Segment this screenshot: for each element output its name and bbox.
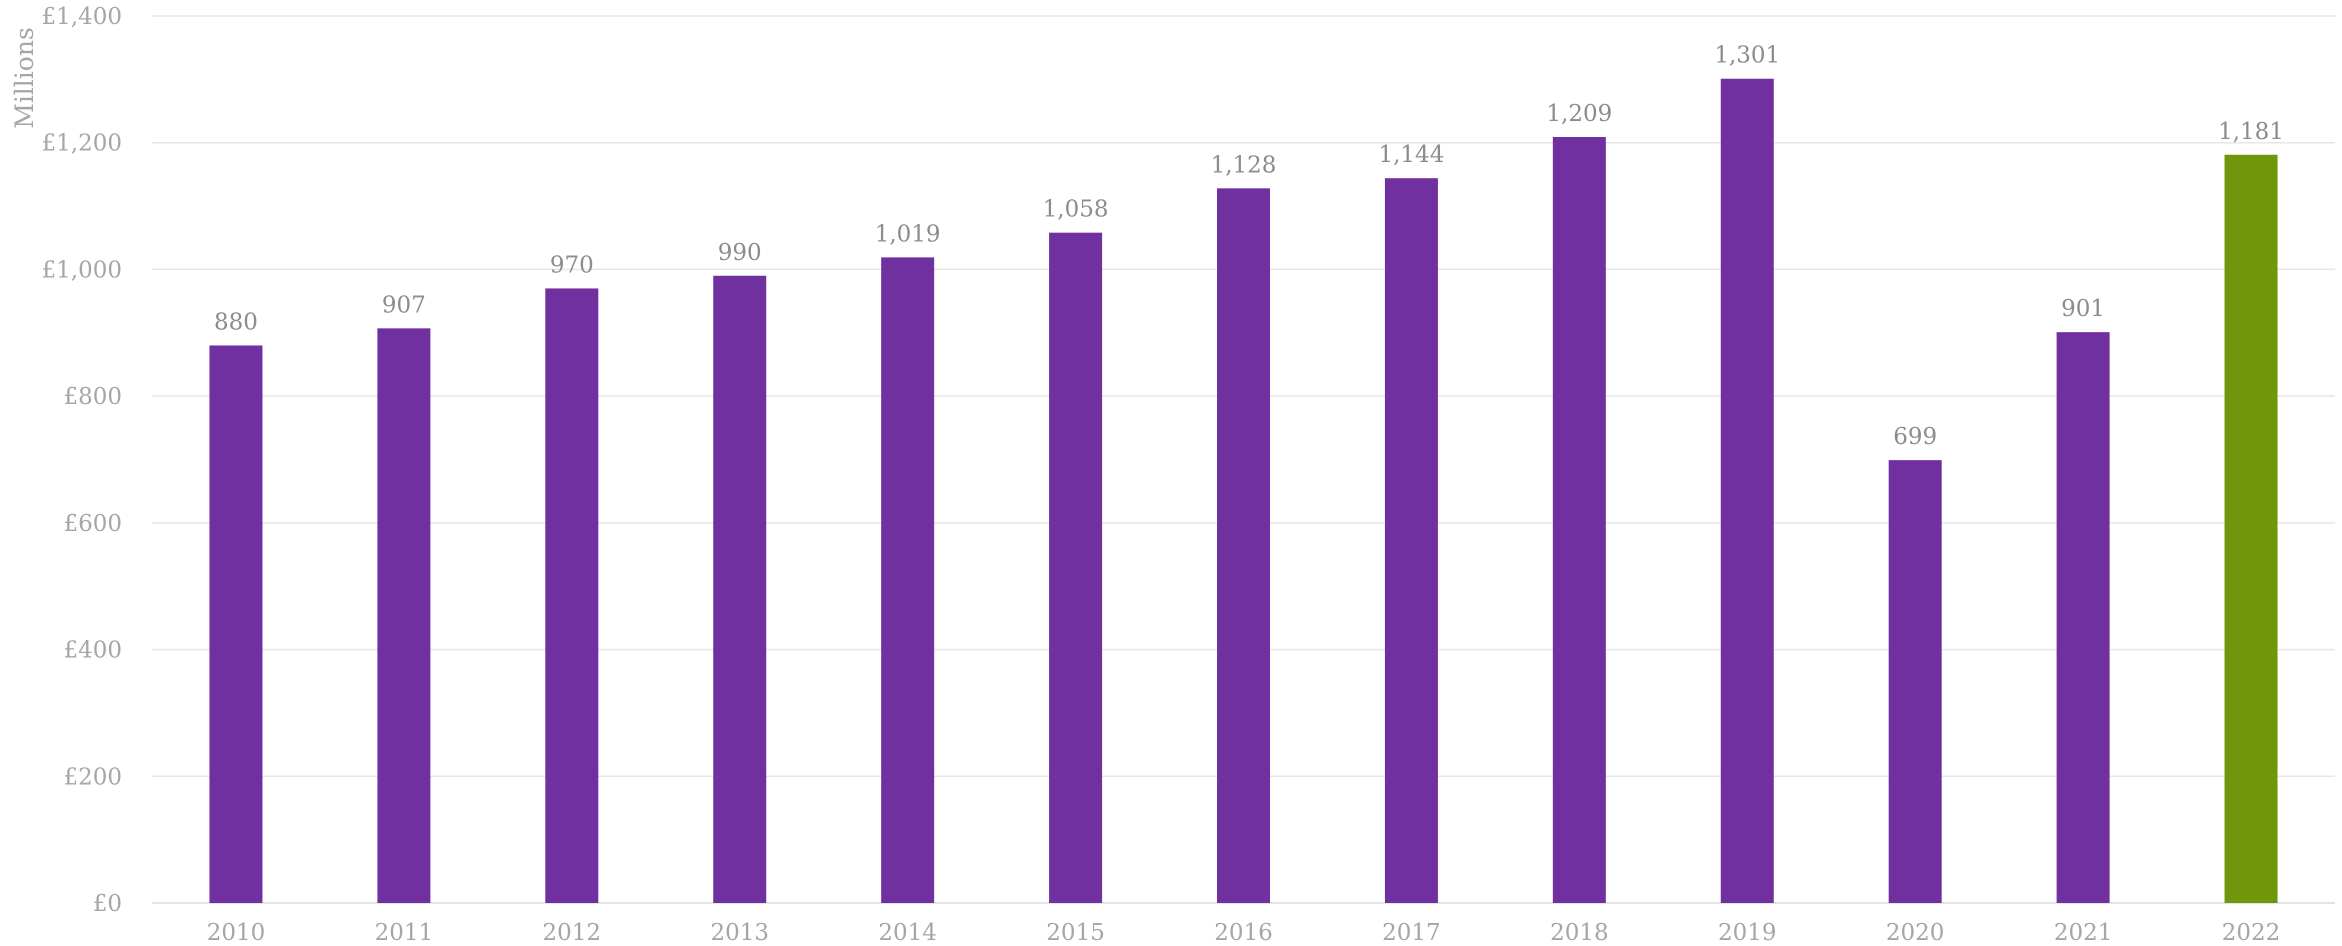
y-axis-ticks: £0 £200 £400 £600 £800 £1,000 £1,200 £1,400 bbox=[42, 4, 122, 917]
x-tick-label: 2018 bbox=[1550, 920, 1609, 946]
data-label-2013: 990 bbox=[718, 240, 762, 266]
y-tick-label: £1,200 bbox=[42, 131, 122, 157]
bar-2013 bbox=[713, 275, 767, 903]
x-tick-label: 2020 bbox=[1886, 920, 1945, 946]
data-label-2020: 699 bbox=[1893, 424, 1937, 450]
bar-2015 bbox=[1049, 232, 1103, 904]
y-tick-label: £200 bbox=[63, 764, 122, 790]
x-tick-label: 2013 bbox=[710, 920, 769, 946]
data-label-2018: 1,209 bbox=[1546, 101, 1612, 127]
x-tick-label: 2017 bbox=[1382, 920, 1441, 946]
data-label-2012: 970 bbox=[550, 252, 594, 278]
data-label-2017: 1,144 bbox=[1378, 142, 1444, 168]
data-label-2021: 901 bbox=[2061, 296, 2105, 322]
x-tick-label: 2016 bbox=[1214, 920, 1273, 946]
data-label-2015: 1,058 bbox=[1043, 197, 1109, 223]
x-tick-label: 2019 bbox=[1718, 920, 1777, 946]
y-tick-label: £1,000 bbox=[42, 257, 122, 283]
x-axis-ticks: 2010 2011 2012 2013 2014 2015 2016 2017 2018 2019… bbox=[207, 920, 2281, 946]
y-axis-title: Millions bbox=[10, 27, 39, 129]
x-tick-label: 2012 bbox=[543, 920, 602, 946]
bar-2020 bbox=[1888, 460, 1942, 903]
bar-2017 bbox=[1384, 178, 1438, 904]
x-tick-label: 2010 bbox=[207, 920, 266, 946]
bar-2022 bbox=[2224, 154, 2278, 903]
data-label-2019: 1,301 bbox=[1714, 43, 1780, 69]
y-tick-label: £0 bbox=[93, 891, 122, 917]
data-label-2022: 1,181 bbox=[2218, 119, 2284, 145]
x-tick-label: 2022 bbox=[2222, 920, 2281, 946]
y-tick-label: £1,400 bbox=[42, 4, 122, 30]
x-tick-label: 2021 bbox=[2054, 920, 2113, 946]
bar-2014 bbox=[881, 257, 935, 903]
x-tick-label: 2011 bbox=[375, 920, 434, 946]
data-label-2011: 907 bbox=[382, 292, 426, 318]
y-tick-label: £600 bbox=[63, 511, 122, 537]
data-labels: 880 907 970 990 1,019 1,058 1,128 1,144 1,209 1,3… bbox=[214, 43, 2284, 450]
bar-2021 bbox=[2056, 332, 2110, 904]
x-tick-label: 2014 bbox=[878, 920, 937, 946]
bar-2016 bbox=[1217, 188, 1270, 903]
bar-2019 bbox=[1720, 78, 1774, 903]
data-label-2014: 1,019 bbox=[875, 221, 941, 247]
bar-2012 bbox=[545, 288, 599, 904]
x-tick-label: 2015 bbox=[1046, 920, 1105, 946]
data-label-2010: 880 bbox=[214, 309, 258, 335]
data-label-2016: 1,128 bbox=[1211, 152, 1277, 178]
bar-2018 bbox=[1552, 137, 1606, 903]
bar-2010 bbox=[209, 345, 263, 903]
bar-2011 bbox=[377, 328, 431, 903]
bars bbox=[209, 78, 2278, 904]
y-tick-label: £800 bbox=[63, 384, 122, 410]
y-tick-label: £400 bbox=[63, 638, 122, 664]
